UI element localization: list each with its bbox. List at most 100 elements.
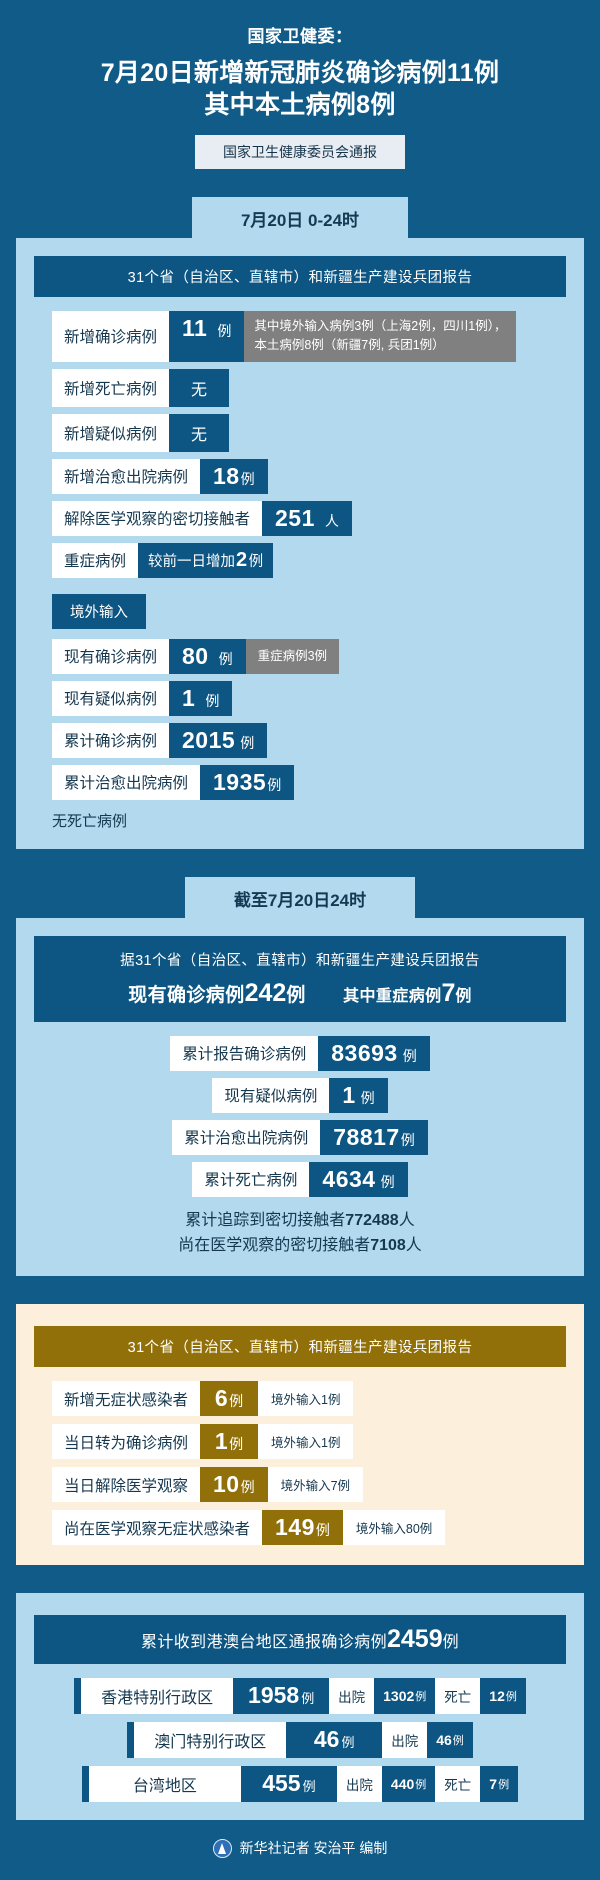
row-number: 149: [275, 1514, 315, 1541]
discharged-value: 440 例: [381, 1766, 436, 1803]
table-row: 新增疑似病例 无: [52, 413, 570, 452]
row-note: 重症病例3例: [245, 638, 340, 674]
row-unit: 例: [240, 470, 255, 487]
severe-cases-label: 其中重症病例: [343, 987, 442, 1005]
section-asymptomatic-banner: 31个省（自治区、直辖市）和新疆生产建设兵团报告: [34, 1326, 566, 1368]
page-title-line1: 7月20日新增新冠肺炎确诊病例11例: [100, 59, 500, 87]
contact-tracing-notes: 累计追踪到密切接触者772488人 尚在医学观察的密切接触者7108 人: [30, 1209, 570, 1259]
death-number: 7: [489, 1776, 498, 1793]
row-label: 累计治愈出院病例: [172, 1119, 321, 1155]
table-row: 新增确诊病例 11 例 其中境外输入病例3例（上海2例，四川1例）， 本土病例8…: [52, 311, 570, 362]
region-count: 455 例: [240, 1766, 337, 1803]
row-value: 2015 例: [169, 722, 268, 758]
row-label: 当日转为确诊病例: [52, 1424, 201, 1460]
asymptomatic-rows: 新增无症状感染者 6 例 境外输入1例 当日转为确诊病例 1 例 境外输入1例: [30, 1381, 570, 1546]
discharged-value: 46 例: [427, 1722, 473, 1759]
row-label: 新增治愈出院病例: [52, 458, 201, 494]
row-unit: 例: [267, 776, 282, 793]
region-count-number: 1958: [248, 1682, 300, 1709]
row-label: 现有疑似病例: [212, 1077, 330, 1113]
section-daily-panel: 31个省（自治区、直辖市）和新疆生产建设兵团报告 新增确诊病例 11 例 其中境…: [16, 238, 584, 849]
death-unit: 例: [505, 1691, 517, 1704]
death-label: 死亡: [435, 1678, 481, 1715]
row-number: 83693: [331, 1039, 398, 1066]
row-unit: 例: [240, 734, 255, 751]
row-marker: [74, 1678, 82, 1715]
row-unit: 例: [315, 1522, 330, 1539]
death-label: 死亡: [435, 1766, 481, 1803]
section-cumulative-banner: 据31个省（自治区、直辖市）和新疆生产建设兵团报告 现有确诊病例242例 其中重…: [34, 935, 566, 1022]
contact-traced-number: 772488: [345, 1211, 399, 1229]
contact-traced-line: 累计追踪到密切接触者772488人: [30, 1209, 570, 1234]
contact-traced-unit: 人: [398, 1211, 415, 1229]
row-value: 80 例: [169, 638, 246, 674]
table-row: 现有疑似病例 1 例: [52, 680, 570, 716]
table-row: 新增死亡病例 无: [52, 368, 570, 407]
row-value: 10 例: [200, 1467, 268, 1503]
footer: 新华社记者 安治平 编制: [0, 1820, 600, 1878]
current-cases-number: 242: [244, 978, 287, 1007]
row-value: 78817 例: [320, 1119, 428, 1155]
row-value: 无: [169, 368, 230, 407]
row-label: 现有疑似病例: [52, 680, 170, 716]
table-row: 现有疑似病例 1 例: [212, 1077, 388, 1113]
row-unit: 例: [205, 692, 220, 709]
row-unit: 例: [400, 1131, 415, 1148]
severe-cases-number: 7: [441, 978, 456, 1007]
under-observation-number: 7108: [370, 1236, 406, 1254]
row-label: 新增死亡病例: [52, 368, 170, 407]
section-asymptomatic: 31个省（自治区、直辖市）和新疆生产建设兵团报告 新增无症状感染者 6 例 境外…: [16, 1304, 584, 1566]
region-count-number: 455: [262, 1770, 301, 1797]
discharged-value: 1302 例: [374, 1678, 436, 1715]
section-regions-panel: 累计收到港澳台地区通报确诊病例2459例 香港特别行政区 1958 例 出院 1…: [16, 1593, 584, 1821]
region-count-number: 46: [313, 1726, 340, 1753]
table-row: 香港特别行政区 1958 例 出院 1302 例 死亡 12 例: [74, 1678, 526, 1715]
section-daily-tab: 7月20日 0-24时: [192, 197, 408, 238]
region-count: 1958 例: [233, 1678, 330, 1715]
severe-cases-unit: 例: [455, 987, 472, 1005]
row-number: 78817: [333, 1123, 400, 1150]
row-label: 尚在医学观察无症状感染者: [52, 1510, 263, 1546]
section-cumulative: 截至7月20日24时 据31个省（自治区、直辖市）和新疆生产建设兵团报告 现有确…: [16, 876, 584, 1277]
row-value: 4634 例: [309, 1161, 408, 1197]
banner-line2: 现有确诊病例242例 其中重症病例7例: [42, 979, 558, 1008]
row-value: 18 例: [200, 458, 268, 494]
row-value: 6 例: [200, 1381, 259, 1417]
region-count-unit: 例: [302, 1779, 316, 1795]
under-observation-label: 尚在医学观察的密切接触者: [178, 1236, 371, 1254]
row-label: 累计治愈出院病例: [52, 764, 201, 800]
discharged-number: 46: [436, 1732, 452, 1749]
regions-banner-label: 累计收到港澳台地区通报确诊病例: [140, 1634, 387, 1652]
row-number: 2015: [182, 726, 236, 753]
section-regions-banner: 累计收到港澳台地区通报确诊病例2459例: [34, 1615, 566, 1665]
row-marker: [127, 1722, 135, 1759]
row-value: 83693 例: [318, 1035, 430, 1071]
table-row: 现有确诊病例 80 例 重症病例3例: [52, 638, 570, 674]
row-number: 10: [213, 1471, 240, 1498]
section-cumulative-tab: 截至7月20日24时: [185, 876, 415, 918]
row-number: 11: [182, 315, 208, 341]
row-value: 1 例: [329, 1077, 388, 1113]
table-row: 累计治愈出院病例 1935 例: [52, 764, 570, 800]
row-label: 重症病例: [52, 542, 139, 578]
table-row: 当日转为确诊病例 1 例 境外输入1例: [52, 1424, 570, 1460]
row-number: 18: [213, 462, 240, 489]
region-count-unit: 例: [301, 1691, 315, 1707]
row-value: 11 例: [169, 311, 245, 362]
row-note: 境外输入1例: [258, 1381, 354, 1417]
row-note: 境外输入1例: [258, 1424, 354, 1460]
row-number: 1: [214, 1428, 229, 1455]
row-note: 其中境外输入病例3例（上海2例，四川1例）， 本土病例8例（新疆7例, 兵团1例…: [244, 311, 517, 362]
section-asymptomatic-panel: 31个省（自治区、直辖市）和新疆生产建设兵团报告 新增无症状感染者 6 例 境外…: [16, 1304, 584, 1566]
discharged-unit: 例: [415, 1779, 427, 1792]
row-unit: 例: [360, 1089, 375, 1106]
region-name: 香港特别行政区: [81, 1678, 234, 1715]
table-row: 新增治愈出院病例 18 例: [52, 458, 570, 494]
no-death-note: 无死亡病例: [52, 812, 128, 830]
row-label: 现有确诊病例: [52, 638, 170, 674]
row-label: 新增疑似病例: [52, 413, 170, 452]
discharged-unit: 例: [452, 1735, 464, 1748]
row-unit: 例: [218, 650, 233, 667]
row-prefix: 较前一日增加: [148, 553, 236, 570]
